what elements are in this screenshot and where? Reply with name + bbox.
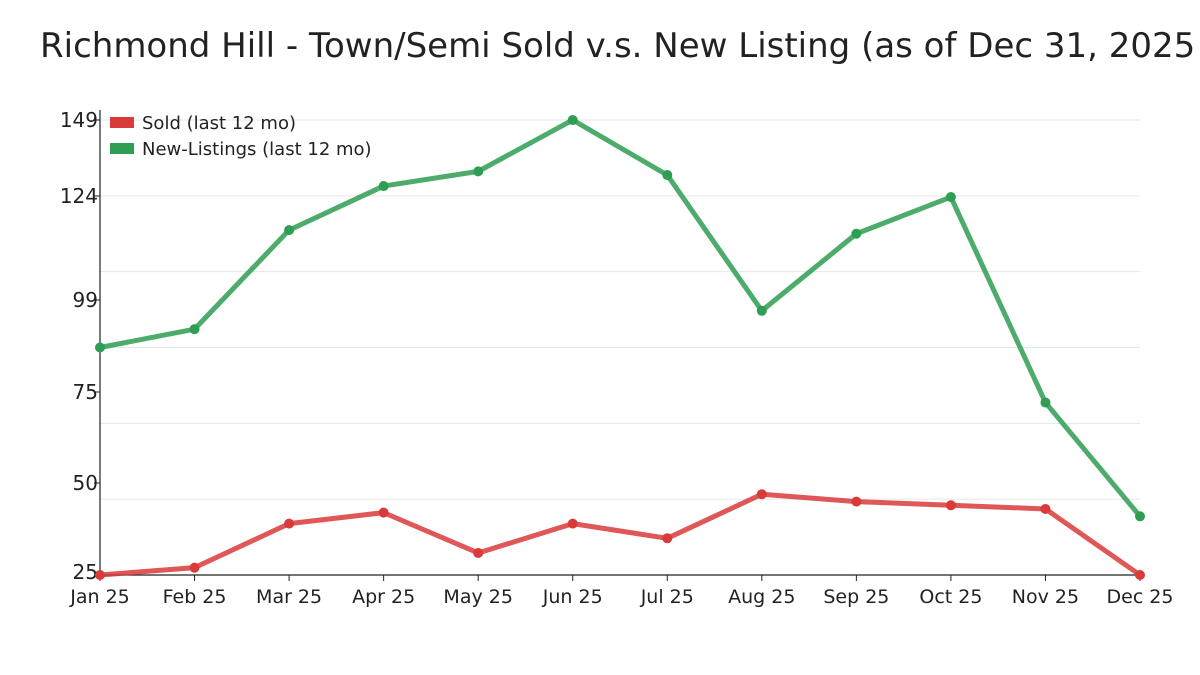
data-point [567,115,578,125]
legend-swatch [110,143,134,154]
data-point [284,225,295,236]
data-point [189,562,200,573]
data-point [473,166,484,177]
y-tick-label: 124 [60,184,98,208]
data-point [95,342,105,353]
data-point [945,192,956,203]
y-tick-label: 50 [73,471,98,495]
legend-label: Sold (last 12 mo) [142,113,296,134]
legend-label: New-Listings (last 12 mo) [142,139,372,160]
y-tick-label: 25 [73,560,98,584]
series-line-sold [99,491,1142,578]
data-point [756,305,767,316]
series-line-new-listings [99,117,1142,518]
data-point [945,500,956,511]
data-point [851,228,862,239]
chart-title: Richmond Hill - Town/Semi Sold v.s. New … [40,26,1196,66]
x-tick-label: Sep 25 [823,586,889,608]
data-point [1135,511,1145,522]
data-point [189,324,200,335]
x-tick-label: May 25 [443,586,513,608]
x-tick-label: Mar 25 [256,586,322,608]
data-point [851,496,862,507]
x-tick-label: Feb 25 [163,586,227,608]
x-tick-label: Jun 25 [542,586,603,608]
y-tick-label: 99 [73,288,98,312]
data-point [567,518,578,529]
data-point [1040,503,1051,514]
y-tick-label: 149 [60,108,98,132]
x-tick-label: Aug 25 [728,586,795,608]
data-point [378,507,389,518]
y-tick-label: 75 [73,380,98,404]
data-point [756,489,767,500]
data-point [95,570,105,580]
data-point [378,181,389,192]
x-tick-label: Jan 25 [69,586,130,608]
x-tick-label: Oct 25 [919,586,982,608]
data-point [1135,570,1145,580]
x-tick-label: Jul 25 [640,586,694,608]
legend-swatch [110,117,134,128]
x-tick-label: Dec 25 [1107,586,1174,608]
data-point [1040,397,1051,408]
data-point [284,518,295,529]
x-tick-label: Apr 25 [352,586,415,608]
data-point [662,170,673,181]
data-point [662,533,673,544]
x-tick-label: Nov 25 [1012,586,1079,608]
data-point [473,547,484,558]
